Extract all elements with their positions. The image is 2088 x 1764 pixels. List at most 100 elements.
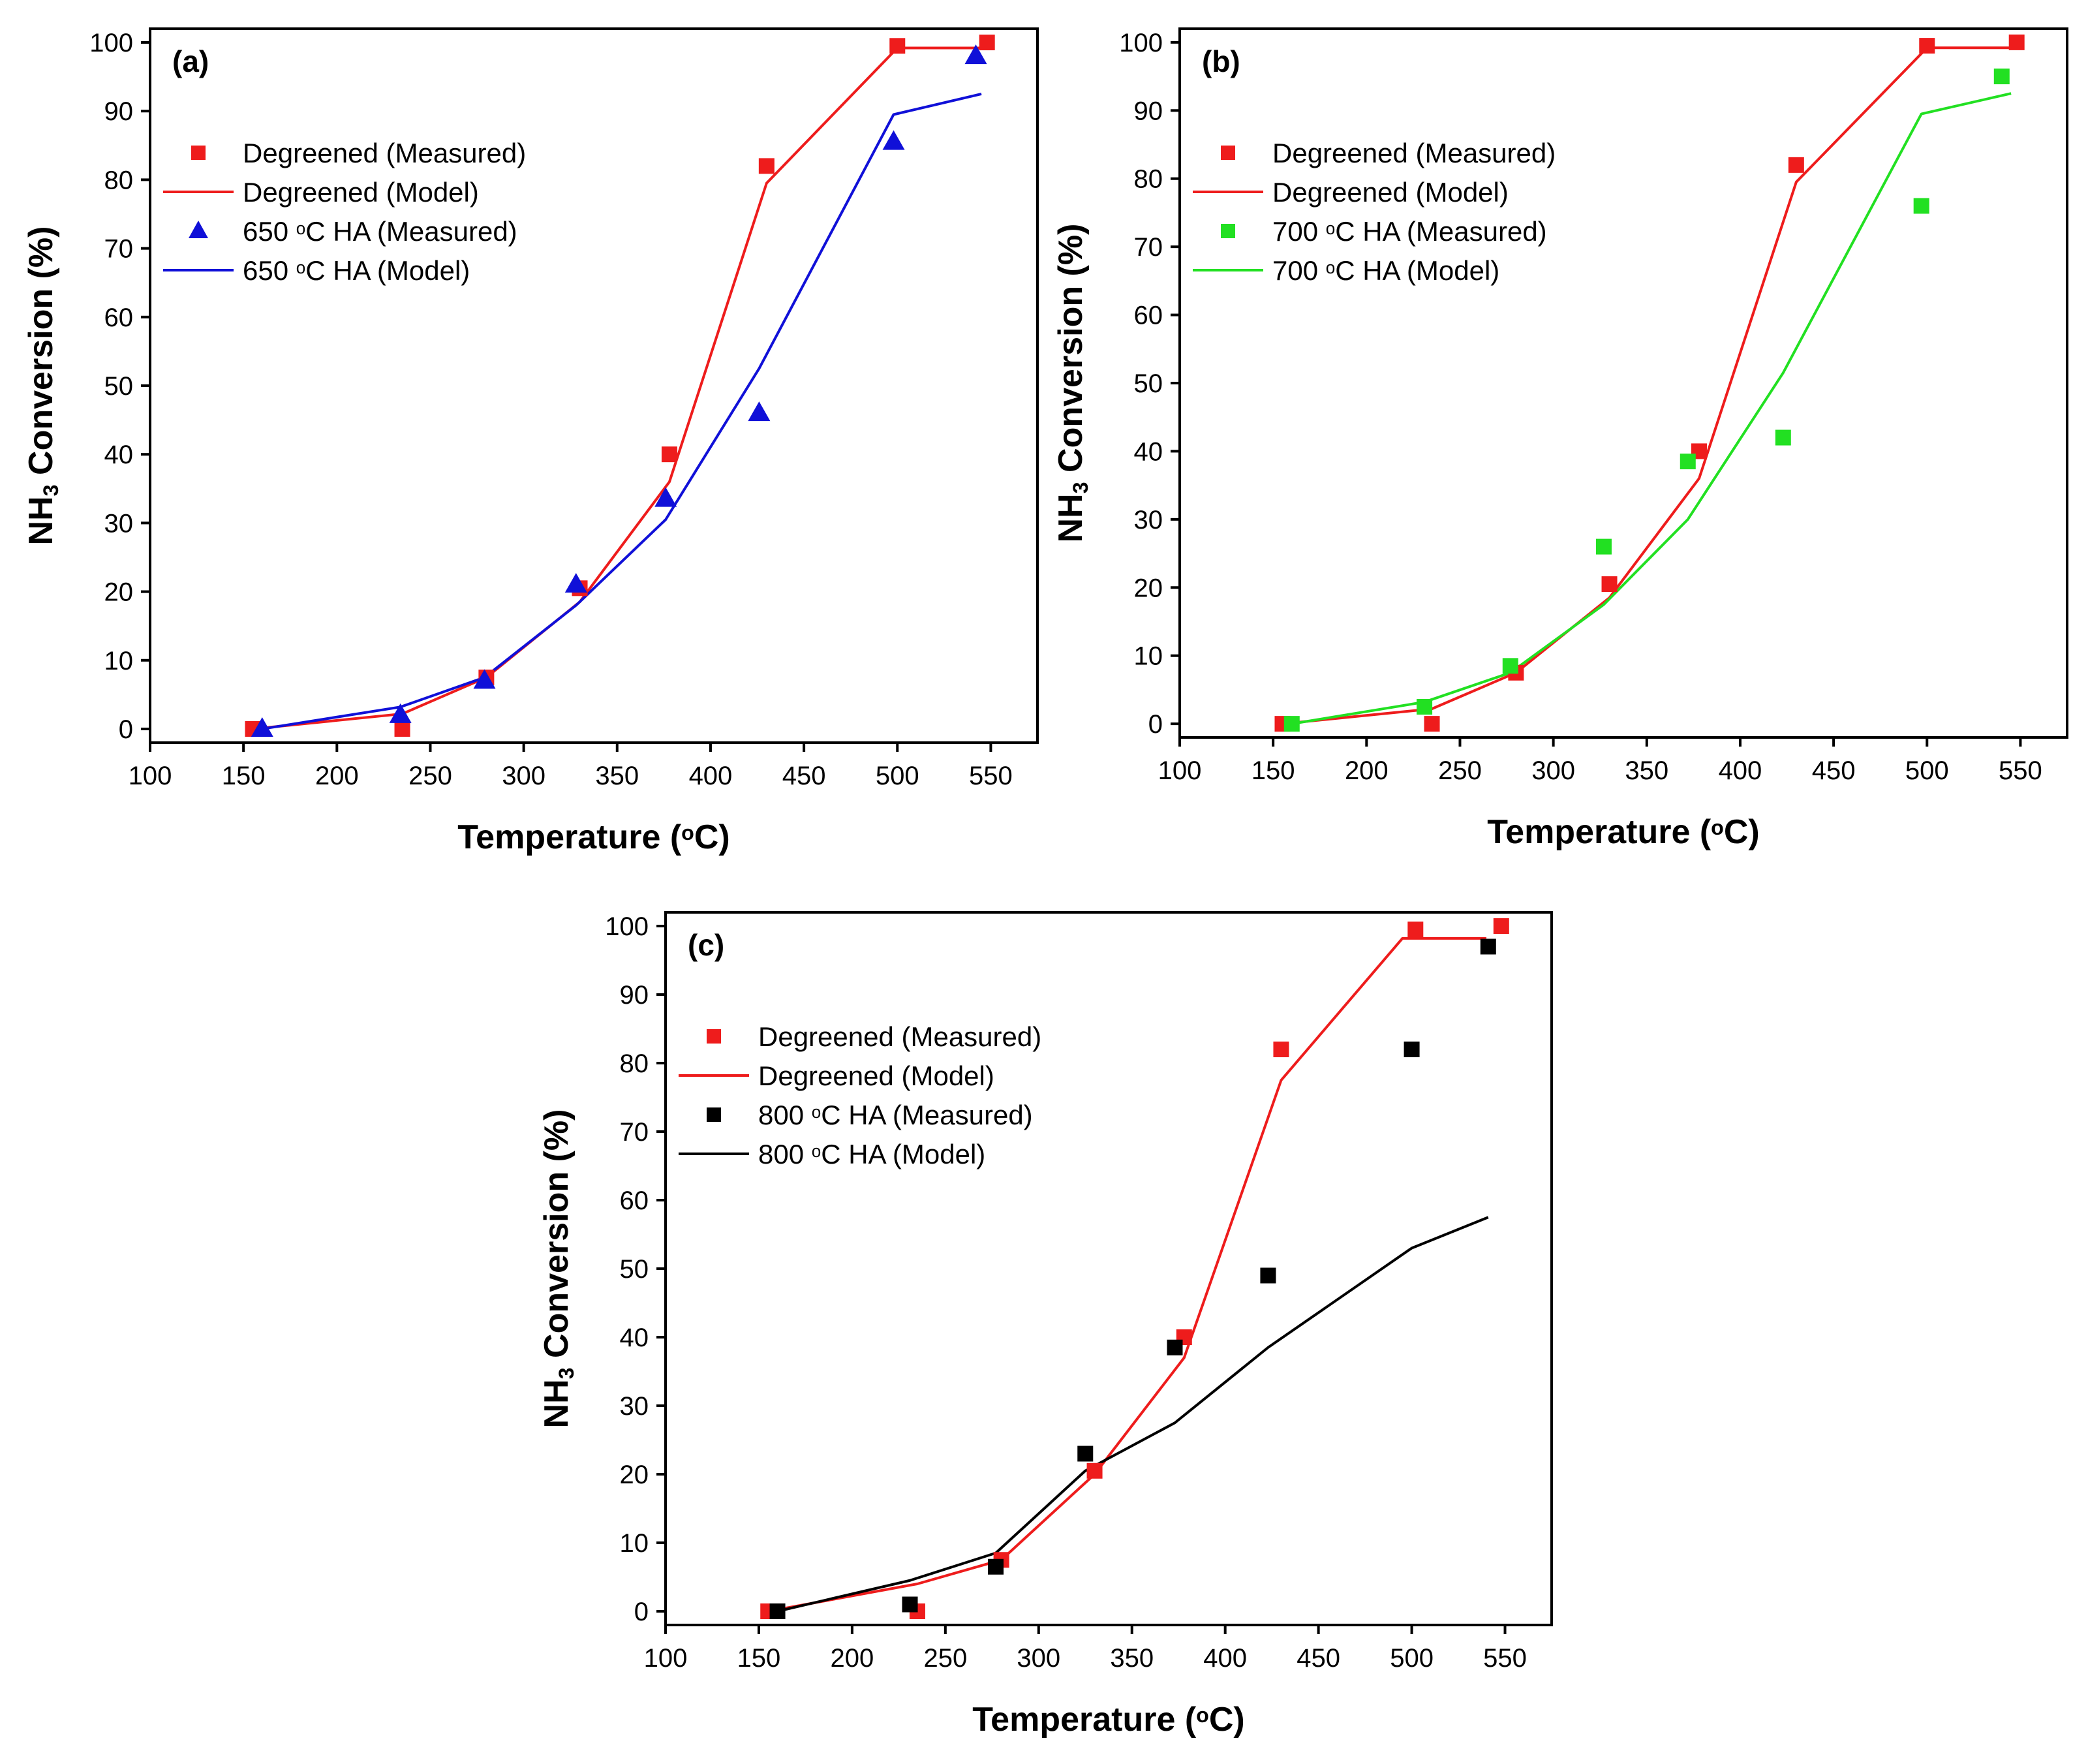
legend-entry: Degreened (Measured) bbox=[1221, 138, 1556, 168]
y-tick-label: 40 bbox=[1134, 437, 1163, 466]
series-line-degreened-model- bbox=[253, 46, 987, 730]
data-point bbox=[394, 720, 410, 737]
legend-label: 700 oC HA (Model) bbox=[1272, 255, 1499, 286]
legend-marker-swatch bbox=[1221, 224, 1235, 238]
data-point bbox=[389, 703, 412, 723]
x-tick-label: 450 bbox=[782, 762, 826, 790]
data-point bbox=[564, 573, 587, 593]
x-tick-label: 250 bbox=[923, 1644, 967, 1673]
x-tick-label: 300 bbox=[502, 762, 545, 790]
y-tick-label: 10 bbox=[1134, 642, 1163, 671]
x-tick-label: 150 bbox=[737, 1644, 781, 1673]
series-line-degreened-model- bbox=[767, 936, 1486, 1613]
y-tick-label: 70 bbox=[1134, 233, 1163, 262]
data-point bbox=[1493, 918, 1509, 934]
y-tick-label: 70 bbox=[104, 235, 134, 264]
x-tick-label: 250 bbox=[1438, 756, 1482, 785]
data-point bbox=[748, 401, 771, 422]
data-point bbox=[882, 130, 905, 150]
y-tick-label: 60 bbox=[104, 303, 134, 332]
legend-entry: 650 oC HA (Measured) bbox=[189, 216, 517, 247]
legend-entry: Degreened (Model) bbox=[1193, 177, 1509, 208]
y-tick-label: 10 bbox=[620, 1529, 649, 1558]
data-point bbox=[1424, 716, 1440, 732]
chart-panel-c: 100 150 200 250 300 350 400 450 500 550 0 10 20 30 40 5… bbox=[538, 911, 1553, 1739]
data-point bbox=[1283, 716, 1300, 732]
data-point bbox=[1480, 938, 1496, 955]
data-point bbox=[1273, 1042, 1289, 1057]
y-tick-label: 30 bbox=[1134, 506, 1163, 534]
data-point bbox=[1788, 157, 1804, 173]
panel-label: (a) bbox=[172, 44, 209, 78]
legend-entry: 650 oC HA (Model) bbox=[163, 255, 470, 286]
x-tick-label: 550 bbox=[1483, 1644, 1527, 1673]
legend-entry: Degreened (Model) bbox=[163, 177, 479, 208]
y-tick-label: 50 bbox=[620, 1255, 649, 1284]
x-tick-label: 150 bbox=[222, 762, 266, 790]
data-point bbox=[1601, 576, 1618, 593]
data-point bbox=[2008, 34, 2025, 50]
data-point bbox=[758, 158, 775, 174]
data-point bbox=[1404, 1042, 1420, 1057]
x-tick-label: 550 bbox=[969, 762, 1013, 790]
data-point bbox=[1775, 429, 1791, 446]
y-tick-label: 70 bbox=[620, 1118, 649, 1147]
y-tick-label: 90 bbox=[1134, 97, 1163, 125]
panel-label: (c) bbox=[688, 928, 724, 962]
y-tick-label: 40 bbox=[104, 441, 134, 469]
series-line-650-c-ha-model- bbox=[262, 92, 982, 730]
data-point bbox=[654, 487, 677, 507]
y-axis-title: NH3 Conversion (%) bbox=[538, 1109, 578, 1429]
y-tick-label: 100 bbox=[605, 912, 649, 941]
y-tick-label: 30 bbox=[620, 1392, 649, 1421]
data-point bbox=[661, 446, 677, 463]
series-line-800-c-ha-model- bbox=[777, 1216, 1489, 1613]
x-tick-label: 100 bbox=[644, 1644, 688, 1673]
x-tick-label: 350 bbox=[1110, 1644, 1154, 1673]
data-point bbox=[769, 1603, 786, 1619]
legend-entry: 800 oC HA (Measured) bbox=[707, 1100, 1033, 1130]
legend-entry: 800 oC HA (Model) bbox=[679, 1139, 985, 1169]
legend-marker-swatch bbox=[707, 1107, 721, 1122]
legend-marker-swatch bbox=[1221, 146, 1235, 160]
y-tick-label: 90 bbox=[620, 981, 649, 1010]
data-point bbox=[473, 669, 496, 689]
legend-label: Degreened (Model) bbox=[1272, 177, 1509, 208]
x-tick-label: 400 bbox=[689, 762, 733, 790]
series-line-degreened-model- bbox=[1282, 46, 2017, 726]
legend-label: Degreened (Measured) bbox=[1272, 138, 1556, 168]
x-tick-label: 350 bbox=[595, 762, 639, 790]
y-tick-label: 20 bbox=[104, 578, 134, 607]
legend-marker-swatch bbox=[191, 146, 206, 160]
data-point bbox=[1993, 69, 2010, 85]
data-point bbox=[1077, 1446, 1094, 1462]
y-axis-title: NH3 Conversion (%) bbox=[22, 226, 63, 546]
data-point bbox=[964, 44, 987, 65]
data-point bbox=[1417, 699, 1433, 715]
y-tick-label: 40 bbox=[620, 1323, 649, 1352]
data-point bbox=[1407, 921, 1424, 938]
y-axis-title: NH3 Conversion (%) bbox=[1052, 224, 1092, 543]
x-axis-title: Temperature (oC) bbox=[972, 1701, 1244, 1739]
legend-entry: 700 oC HA (Measured) bbox=[1221, 216, 1547, 247]
y-tick-label: 0 bbox=[634, 1598, 649, 1626]
y-tick-label: 30 bbox=[104, 509, 134, 538]
legend-entry: 700 oC HA (Model) bbox=[1193, 255, 1499, 286]
legend-label: 650 oC HA (Measured) bbox=[243, 216, 517, 247]
x-tick-label: 200 bbox=[1345, 756, 1389, 785]
x-tick-label: 450 bbox=[1297, 1644, 1340, 1673]
series-line-700-c-ha-model- bbox=[1291, 92, 2012, 726]
data-point bbox=[988, 1558, 1004, 1575]
plot-frame bbox=[149, 27, 1039, 744]
x-tick-label: 300 bbox=[1531, 756, 1575, 785]
data-point bbox=[1913, 198, 1929, 214]
legend-entry: Degreened (Model) bbox=[679, 1060, 994, 1091]
x-axis-title: Temperature (oC) bbox=[1487, 813, 1759, 851]
y-tick-label: 80 bbox=[620, 1049, 649, 1078]
x-tick-label: 550 bbox=[1999, 756, 2042, 785]
data-point bbox=[902, 1596, 918, 1613]
data-point bbox=[889, 38, 906, 54]
y-tick-label: 20 bbox=[620, 1461, 649, 1489]
plot-frame bbox=[664, 911, 1553, 1626]
